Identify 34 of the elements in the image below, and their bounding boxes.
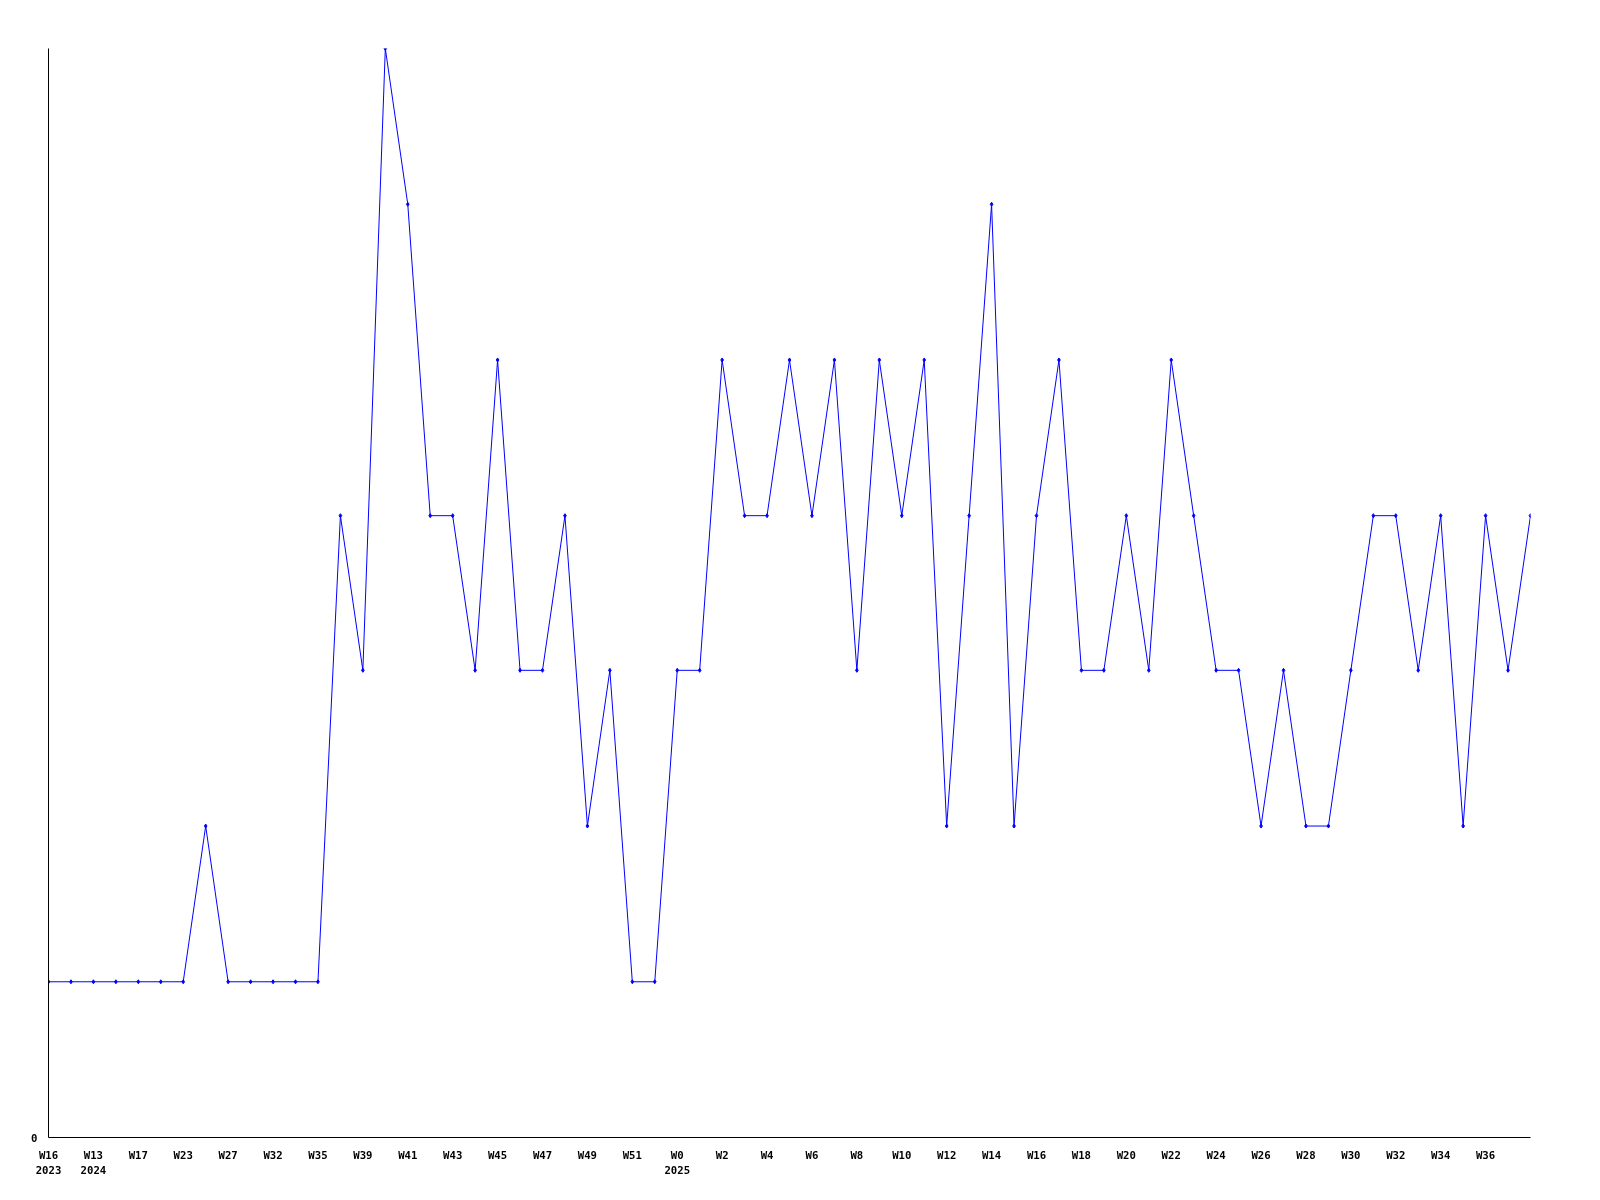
- x-tick-label: W22: [1161, 1148, 1181, 1162]
- x-tick-label: W12: [937, 1148, 957, 1162]
- x-tick-label: W13 2024: [80, 1148, 107, 1178]
- x-tick-label: W28: [1296, 1148, 1316, 1162]
- x-tick-label: W34: [1431, 1148, 1451, 1162]
- x-tick-label: W39: [353, 1148, 373, 1162]
- x-tick-label: W14: [981, 1148, 1002, 1162]
- x-tick-label: W36: [1475, 1148, 1496, 1162]
- x-tick-label: W4: [760, 1148, 774, 1162]
- x-tick-label: W45: [487, 1148, 508, 1162]
- x-tick-label: W49: [577, 1148, 598, 1162]
- x-tick-label: W41: [398, 1148, 418, 1162]
- x-tick-label: W32: [263, 1148, 283, 1162]
- x-tick-label: W27: [218, 1148, 238, 1162]
- x-tick-label: W17: [128, 1148, 148, 1162]
- x-tick-label: W32: [1386, 1148, 1406, 1162]
- x-tick-label: W51: [622, 1148, 642, 1162]
- x-tick-label: W0 2025: [664, 1148, 691, 1178]
- x-tick-label: W20: [1116, 1148, 1136, 1162]
- x-tick-label: W35: [308, 1148, 328, 1162]
- text: 0: [31, 1131, 38, 1145]
- x-tick-label: W30: [1341, 1148, 1361, 1162]
- x-tick-label: W8: [850, 1148, 864, 1162]
- x-tick-label: W16 2023: [35, 1148, 62, 1178]
- x-tick-label: W26: [1251, 1148, 1271, 1162]
- x-tick-label: W18: [1071, 1148, 1092, 1162]
- x-tick-label: W47: [532, 1148, 553, 1162]
- x-tick-label: W6: [805, 1148, 819, 1162]
- x-tick-label: W24: [1206, 1148, 1226, 1162]
- x-tick-label: W2: [715, 1148, 729, 1162]
- x-tick-label: W16: [1026, 1148, 1047, 1162]
- x-tick-label: W10: [892, 1148, 912, 1162]
- x-tick-label: W43: [443, 1148, 463, 1162]
- x-tick-label: W23: [173, 1148, 193, 1162]
